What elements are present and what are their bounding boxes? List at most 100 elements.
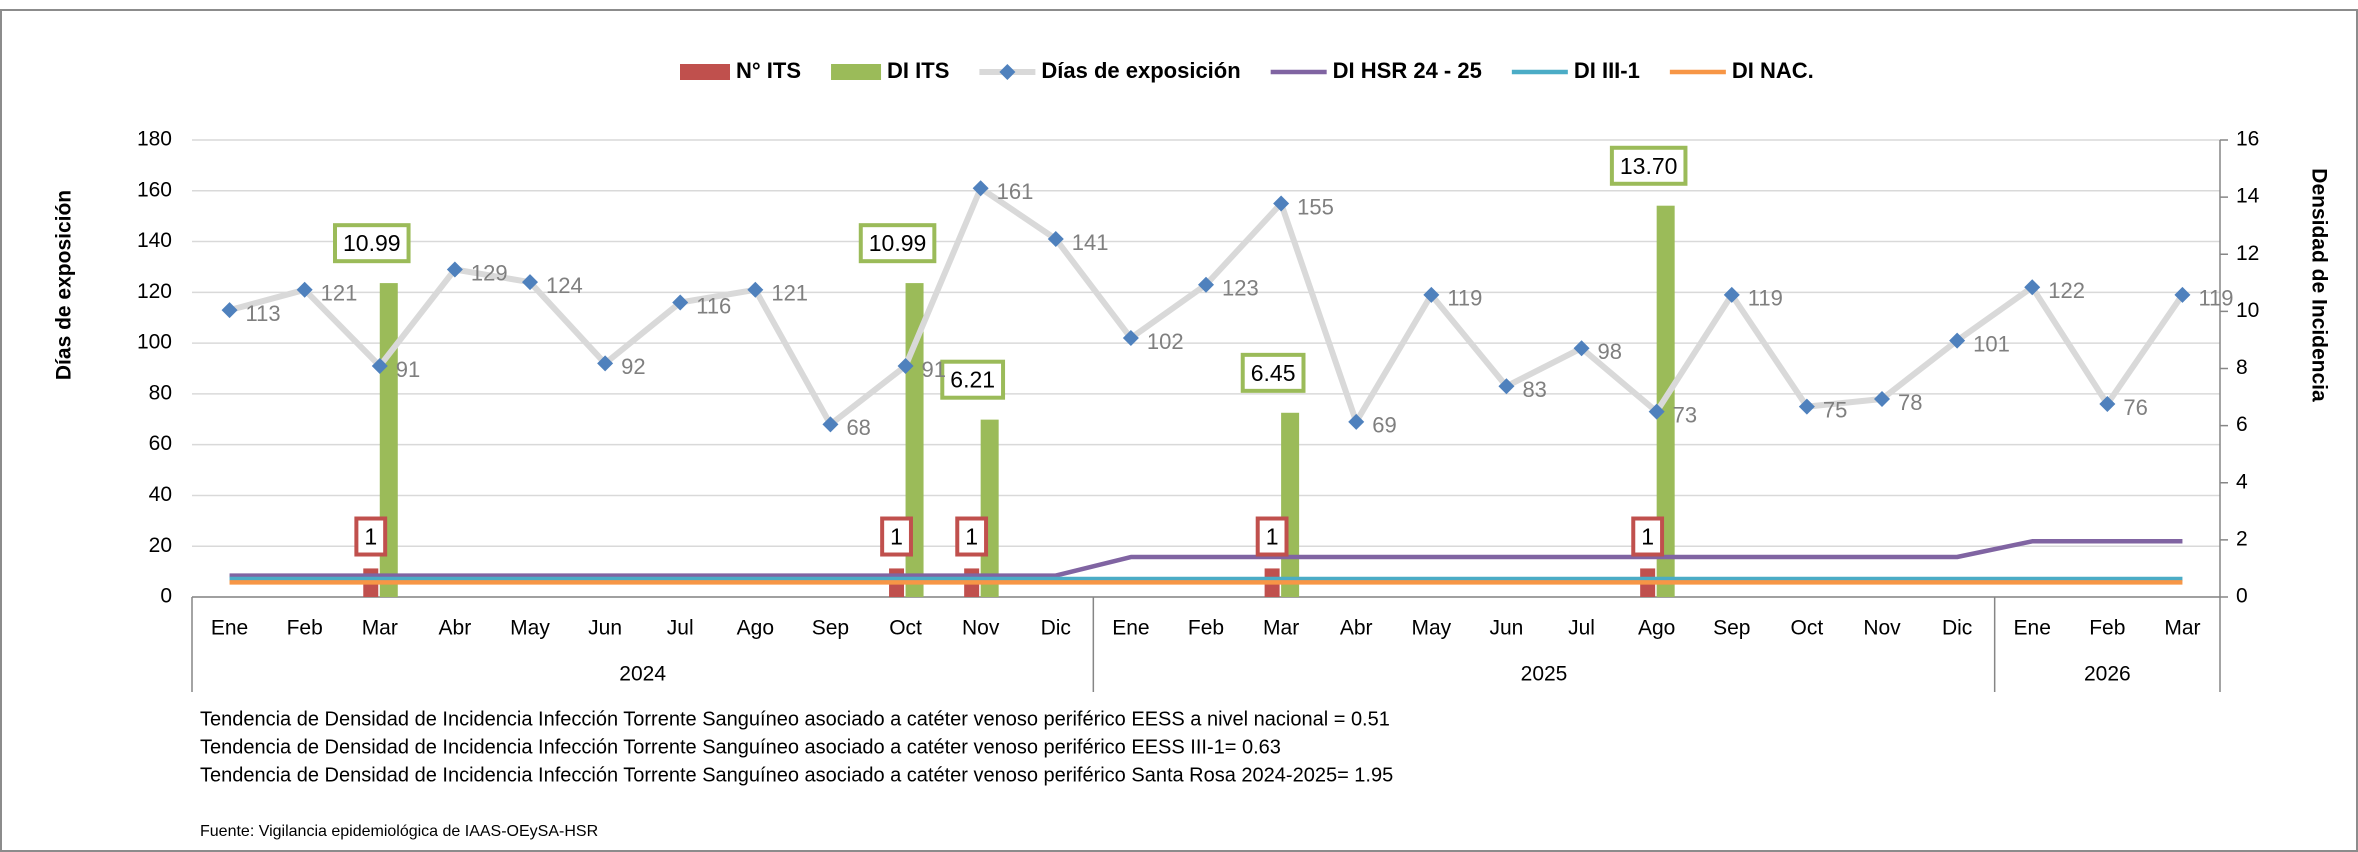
data-label: 129 (471, 260, 508, 285)
data-label: 6.45 (1251, 360, 1296, 386)
data-label: 119 (1447, 286, 1482, 311)
data-label: 124 (546, 273, 583, 298)
legend-label: DI III-1 (1574, 58, 1640, 83)
marker (371, 357, 388, 374)
x-tick-label: Oct (1791, 617, 1824, 640)
note: Tendencia de Densidad de Incidencia Infe… (200, 764, 1393, 786)
data-label: 73 (1673, 402, 1697, 427)
x-tick-label: Dic (1041, 617, 1071, 640)
marker (1798, 398, 1815, 415)
y2-axis-title: Densidad de Incidencia (2307, 168, 2330, 402)
data-label-box (332, 223, 411, 264)
year-label: 2025 (1521, 663, 1568, 686)
source: Fuente: Vigilancia epidemiológica de IAA… (200, 823, 598, 840)
marker (1047, 231, 1064, 248)
data-label: 1 (890, 524, 903, 550)
y2-tick-label: 0 (2236, 585, 2248, 608)
data-label: 75 (1823, 397, 1847, 422)
x-tick-label: Mar (362, 617, 398, 640)
y-tick-label: 120 (137, 280, 172, 303)
y-tick-label: 140 (137, 229, 172, 252)
line (229, 539, 2183, 578)
data-label: 116 (696, 293, 731, 318)
data-label-box (940, 359, 1006, 400)
x-tick-label: May (510, 617, 550, 640)
data-label: 155 (1297, 194, 1334, 219)
x-tick-label: Feb (1188, 617, 1224, 640)
x-tick-label: Jun (588, 617, 622, 640)
x-tick-label: Ago (737, 617, 774, 640)
data-label: 68 (846, 415, 870, 440)
legend-label: DI ITS (887, 58, 949, 83)
y-tick-label: 20 (149, 534, 172, 557)
y2-tick-label: 16 (2236, 128, 2259, 151)
x-tick-label: Jul (1568, 617, 1595, 640)
y2-tick-label: 4 (2236, 470, 2248, 493)
data-label: 161 (997, 179, 1034, 204)
marker (221, 302, 238, 319)
marker (672, 294, 689, 311)
data-label: 6.21 (950, 367, 995, 393)
y-tick-label: 40 (149, 483, 172, 506)
data-label: 69 (1372, 413, 1396, 438)
year-label: 2024 (619, 663, 666, 686)
data-label: 121 (771, 281, 808, 306)
x-tick-label: Abr (439, 617, 472, 640)
x-tick-label: Dic (1942, 617, 1972, 640)
marker (1273, 195, 1290, 212)
y2-tick-label: 2 (2236, 527, 2248, 550)
data-label-box (354, 516, 388, 557)
y2-tick-label: 8 (2236, 356, 2248, 379)
data-label: 83 (1522, 377, 1546, 402)
legend-label: DI NAC. (1732, 58, 1814, 83)
y-tick-label: 80 (149, 381, 172, 404)
data-label: 101 (1973, 331, 2010, 356)
legend-marker (999, 64, 1016, 80)
marker (822, 416, 839, 433)
data-label: 10.99 (343, 230, 401, 256)
x-tick-label: May (1411, 617, 1451, 640)
data-label: 1 (1266, 524, 1279, 550)
data-label-box (955, 516, 989, 557)
data-label: 141 (1072, 230, 1109, 255)
data-label: 91 (396, 357, 420, 382)
x-tick-label: Sep (812, 617, 849, 640)
data-label: 98 (1598, 339, 1622, 364)
data-label: 119 (1748, 286, 1783, 311)
marker (522, 274, 538, 291)
x-tick-label: Feb (2089, 617, 2125, 640)
x-tick-label: Sep (1713, 617, 1750, 640)
marker (2099, 396, 2116, 413)
y-tick-label: 60 (149, 432, 172, 455)
x-tick-label: Feb (287, 617, 323, 640)
marker (446, 261, 463, 278)
data-label-box (880, 516, 913, 557)
marker (897, 357, 914, 374)
data-label: 10.99 (869, 230, 927, 256)
marker (747, 281, 764, 298)
legend-label: Días de exposición (1041, 58, 1240, 83)
data-label: 76 (2123, 395, 2147, 420)
x-tick-label: Mar (1263, 617, 1299, 640)
x-tick-label: Abr (1340, 617, 1373, 640)
marker (1423, 286, 1440, 303)
data-label: 1 (364, 524, 377, 550)
marker (1198, 276, 1214, 293)
data-label-box (858, 223, 937, 264)
bar (1281, 412, 1300, 597)
bar (980, 419, 999, 597)
data-label: 92 (621, 354, 645, 379)
y-tick-label: 180 (137, 128, 172, 151)
y-tick-label: 0 (160, 585, 172, 608)
marker (1723, 286, 1740, 303)
y-tick-label: 100 (137, 331, 172, 354)
marker (1122, 330, 1139, 347)
marker (1498, 378, 1515, 395)
note: Tendencia de Densidad de Incidencia Infe… (200, 736, 1281, 758)
data-label: 1 (1641, 524, 1654, 550)
marker (972, 180, 989, 197)
year-label: 2026 (2084, 663, 2131, 686)
x-tick-label: Ene (1112, 617, 1149, 640)
data-label: 123 (1222, 276, 1259, 301)
